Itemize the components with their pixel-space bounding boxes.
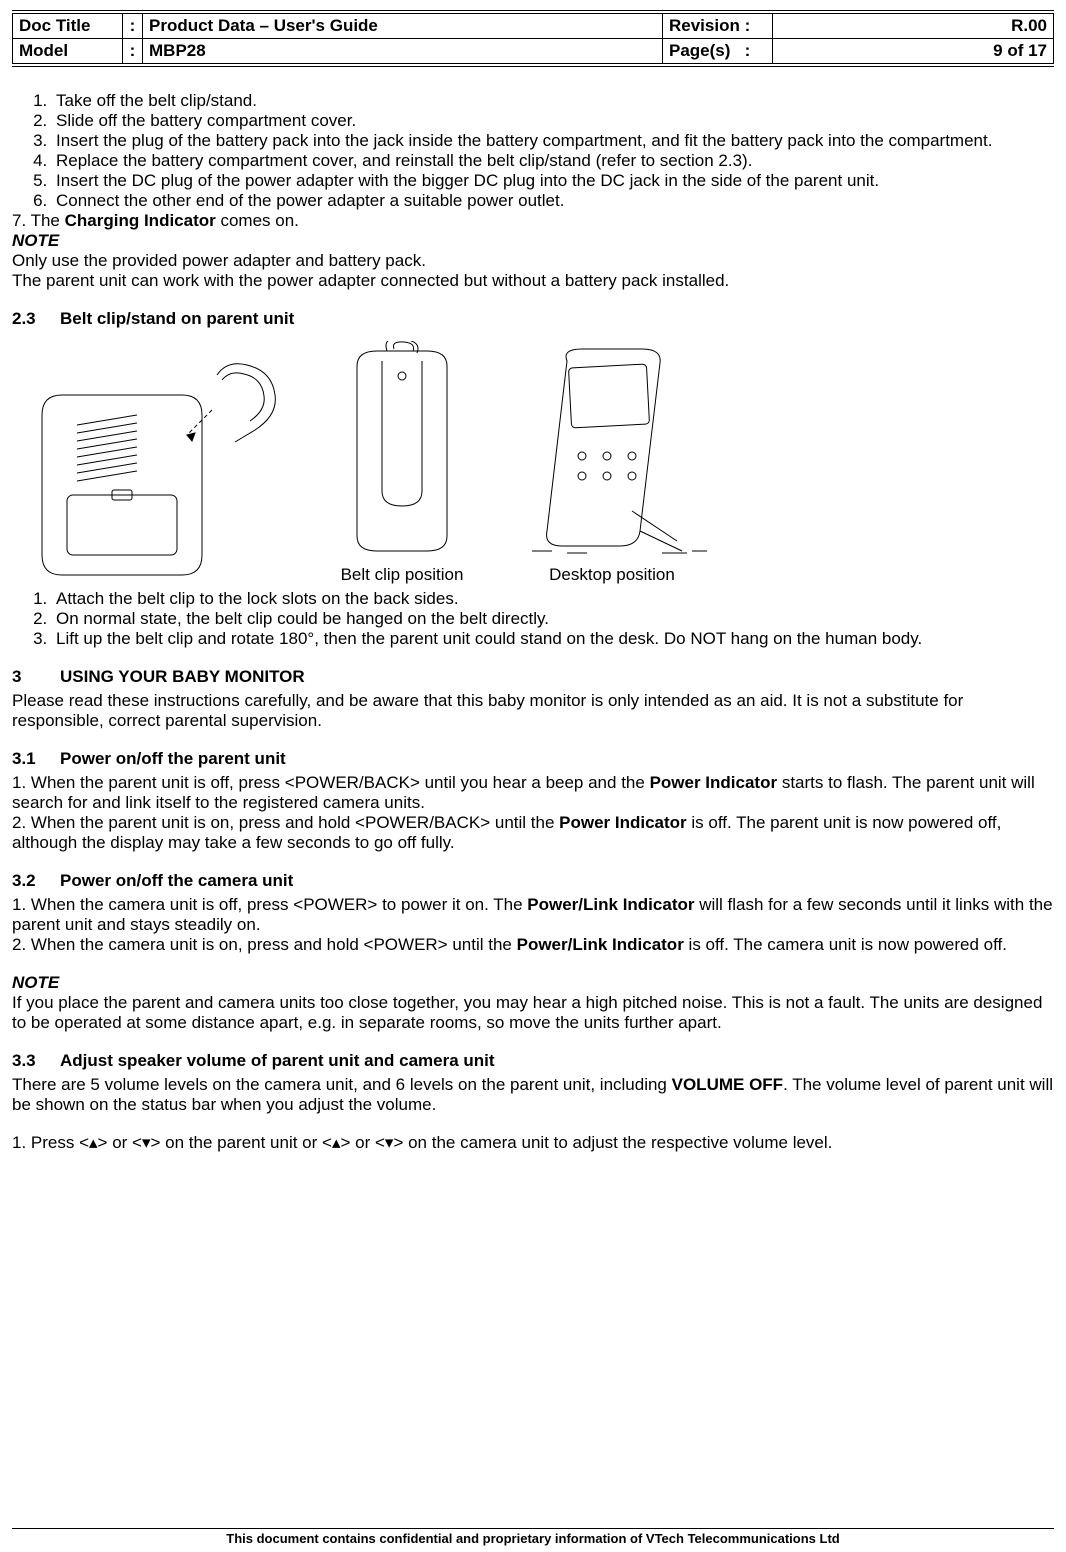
figure-caption: Desktop position	[549, 565, 675, 585]
list-item: Insert the plug of the battery pack into…	[52, 131, 1054, 151]
note-text: Only use the provided power adapter and …	[12, 251, 1054, 271]
section-3-heading: 3USING YOUR BABY MONITOR	[12, 667, 1054, 687]
section-3-1-heading: 3.1Power on/off the parent unit	[12, 749, 1054, 769]
section-3-1-step1: 1. When the parent unit is off, press <P…	[12, 773, 1054, 813]
beltclip-steps-list: Attach the belt clip to the lock slots o…	[12, 589, 1054, 649]
hdr-pages-label: Page(s)	[669, 41, 730, 60]
beltclip-figures: Belt clip position	[12, 341, 1054, 585]
list-item: Replace the battery compartment cover, a…	[52, 151, 1054, 171]
hdr-doctitle: Product Data – User's Guide	[143, 12, 663, 39]
list-item-7: 7. The Charging Indicator comes on.	[12, 211, 1054, 231]
section-3-intro: Please read these instructions carefully…	[12, 691, 1054, 731]
list-item: Take off the belt clip/stand.	[52, 91, 1054, 111]
figure-beltclip-position: Belt clip position	[322, 341, 482, 585]
hdr-model: MBP28	[143, 39, 663, 66]
note-text: The parent unit can work with the power …	[12, 271, 1054, 291]
desktop-position-svg	[512, 341, 712, 561]
list-item: Connect the other end of the power adapt…	[52, 191, 1054, 211]
list-item: On normal state, the belt clip could be …	[52, 609, 1054, 629]
note-label: NOTE	[12, 231, 1054, 251]
page-footer: This document contains confidential and …	[12, 1528, 1054, 1546]
section-3-3-p1: There are 5 volume levels on the camera …	[12, 1075, 1054, 1115]
figure-desktop-position: Desktop position	[512, 341, 712, 585]
hdr-doctitle-label: Doc Title	[13, 12, 123, 39]
list-item: Insert the DC plug of the power adapter …	[52, 171, 1054, 191]
hdr-rev-label: Revision	[669, 16, 740, 35]
list-item: Slide off the battery compartment cover.	[52, 111, 1054, 131]
list-item: Attach the belt clip to the lock slots o…	[52, 589, 1054, 609]
doc-header-table: Doc Title : Product Data – User's Guide …	[12, 10, 1054, 67]
beltclip-attach-svg	[12, 355, 292, 585]
section-3-3-p2: 1. Press <▴> or <▾> on the parent unit o…	[12, 1133, 1054, 1153]
note-label: NOTE	[12, 973, 1054, 993]
section-3-2-step1: 1. When the camera unit is off, press <P…	[12, 895, 1054, 935]
list-item: Lift up the belt clip and rotate 180°, t…	[52, 629, 1054, 649]
section-3-3-heading: 3.3Adjust speaker volume of parent unit …	[12, 1051, 1054, 1071]
section-3-2-step2: 2. When the camera unit is on, press and…	[12, 935, 1054, 955]
hdr-model-label: Model	[13, 39, 123, 66]
figure-caption: Belt clip position	[341, 565, 464, 585]
hdr-revision: R.00	[773, 12, 1054, 39]
setup-steps-list: Take off the belt clip/stand. Slide off …	[12, 91, 1054, 211]
section-3-2-heading: 3.2Power on/off the camera unit	[12, 871, 1054, 891]
section-2-3-heading: 2.3Belt clip/stand on parent unit	[12, 309, 1054, 329]
beltclip-position-svg	[322, 341, 482, 561]
hdr-pages: 9 of 17	[773, 39, 1054, 66]
note-text: If you place the parent and camera units…	[12, 993, 1054, 1033]
section-3-1-step2: 2. When the parent unit is on, press and…	[12, 813, 1054, 853]
figure-beltclip-attach	[12, 355, 292, 585]
hdr-colon: :	[123, 12, 143, 39]
